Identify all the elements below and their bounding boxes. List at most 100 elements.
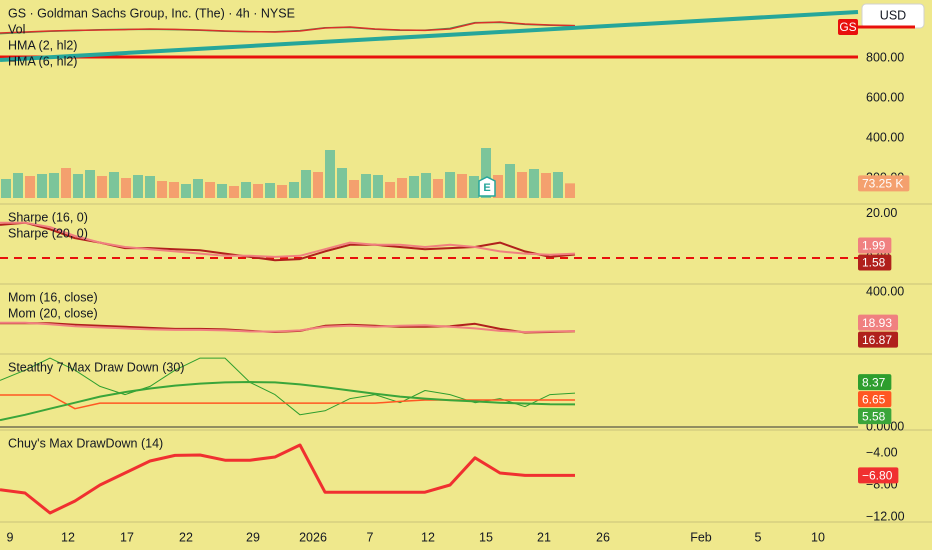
volume-bar bbox=[385, 182, 395, 198]
last-value-label: 16.87 bbox=[858, 331, 899, 348]
label-box bbox=[858, 408, 892, 425]
volume-bar bbox=[85, 170, 95, 198]
currency-button[interactable]: USD bbox=[880, 8, 906, 22]
series-line bbox=[0, 21, 576, 34]
label-box bbox=[858, 374, 892, 391]
volume-bar bbox=[541, 173, 551, 198]
volume-bar bbox=[409, 176, 419, 198]
symbol-label: GS bbox=[839, 20, 856, 34]
volume-bar bbox=[157, 181, 167, 198]
volume-bar bbox=[277, 185, 287, 198]
volume-bar bbox=[505, 164, 515, 198]
last-value-text: 6.65 bbox=[862, 392, 886, 406]
volume-bar bbox=[265, 183, 275, 198]
volume-bar bbox=[529, 169, 539, 198]
series-line bbox=[0, 381, 576, 422]
volume-bar bbox=[145, 176, 155, 198]
volume-bar bbox=[97, 176, 107, 198]
volume-bar bbox=[457, 174, 467, 198]
volume-bar bbox=[13, 173, 23, 198]
volume-bar bbox=[169, 182, 179, 198]
volume-bar bbox=[73, 174, 83, 198]
y-tick-label: 400.00 bbox=[866, 130, 904, 144]
x-tick-label: 22 bbox=[179, 530, 193, 544]
legend-entry: HMA (2, hl2) bbox=[8, 38, 77, 52]
volume-bar bbox=[313, 172, 323, 198]
volume-bar bbox=[241, 182, 251, 198]
x-tick-label: 26 bbox=[596, 530, 610, 544]
series-line bbox=[0, 221, 576, 258]
last-value-label: 6.65 bbox=[858, 391, 892, 408]
label-box bbox=[858, 467, 899, 484]
last-value-label: 5.58 bbox=[858, 408, 892, 425]
last-value-label: 73.25 K bbox=[858, 175, 910, 192]
volume-bar bbox=[121, 178, 131, 198]
x-tick-label: 12 bbox=[421, 530, 435, 544]
volume-bar bbox=[109, 172, 119, 198]
volume-bar bbox=[469, 176, 479, 198]
volume-bar bbox=[421, 173, 431, 198]
x-tick-label: 21 bbox=[537, 530, 551, 544]
legend-entry: Vol bbox=[8, 22, 25, 36]
x-tick-label: 5 bbox=[755, 530, 762, 544]
y-tick-label: 600.00 bbox=[866, 90, 904, 104]
pane-title: Chuy's Max DrawDown (14) bbox=[8, 436, 163, 450]
volume-bar bbox=[325, 150, 335, 198]
volume-bar bbox=[337, 168, 347, 198]
x-tick-label: 15 bbox=[479, 530, 493, 544]
x-tick-label: Feb bbox=[690, 530, 712, 544]
legend-entry: Mom (20, close) bbox=[8, 306, 98, 320]
volume-bar bbox=[289, 182, 299, 198]
series-line bbox=[0, 321, 576, 333]
last-value-label: 18.93 bbox=[858, 314, 899, 331]
volume-bar bbox=[565, 183, 575, 198]
series-line bbox=[0, 10, 859, 62]
y-tick-label: 800.00 bbox=[866, 50, 904, 64]
volume-bar bbox=[49, 173, 59, 198]
legend-entry: Sharpe (16, 0) bbox=[8, 210, 88, 224]
volume-bar bbox=[217, 184, 227, 198]
volume-bar bbox=[301, 170, 311, 198]
legend-entry: HMA (6, hl2) bbox=[8, 54, 77, 68]
volume-bar bbox=[445, 172, 455, 198]
volume-bar bbox=[349, 180, 359, 198]
x-tick-label: 29 bbox=[246, 530, 260, 544]
label-box bbox=[858, 331, 899, 348]
x-tick-label: 2026 bbox=[299, 530, 327, 544]
volume-bar bbox=[25, 176, 35, 198]
series-line bbox=[0, 394, 575, 410]
y-tick-label: 20.00 bbox=[866, 206, 897, 220]
last-value-text: 1.58 bbox=[862, 256, 886, 270]
label-box bbox=[858, 237, 892, 254]
legend-entry: Sharpe (20, 0) bbox=[8, 226, 88, 240]
pane-title: GS · Goldman Sachs Group, Inc. (The) · 4… bbox=[8, 6, 295, 20]
y-tick-label: −4.00 bbox=[866, 445, 898, 459]
last-value-text: 73.25 K bbox=[862, 177, 903, 191]
label-box bbox=[858, 391, 892, 408]
volume-bar bbox=[373, 175, 383, 198]
x-tick-label: 9 bbox=[7, 530, 14, 544]
label-box bbox=[858, 254, 892, 271]
y-tick-label: −12.00 bbox=[866, 509, 905, 523]
volume-bar bbox=[229, 186, 239, 198]
volume-bar bbox=[397, 178, 407, 198]
last-value-label: 8.37 bbox=[858, 374, 892, 391]
volume-bar bbox=[493, 175, 503, 198]
last-value-text: 5.58 bbox=[862, 409, 886, 423]
x-tick-label: 10 bbox=[811, 530, 825, 544]
x-tick-label: 7 bbox=[367, 530, 374, 544]
last-value-text: 16.87 bbox=[862, 333, 892, 347]
last-value-text: 18.93 bbox=[862, 316, 892, 330]
x-tick-label: 17 bbox=[120, 530, 134, 544]
volume-bar bbox=[37, 174, 47, 198]
x-tick-label: 12 bbox=[61, 530, 75, 544]
earnings-marker bbox=[478, 176, 496, 197]
pane-title: Stealthy 7 Max Draw Down (30) bbox=[8, 360, 184, 374]
last-value-label: 1.99 bbox=[858, 237, 892, 254]
label-box bbox=[858, 314, 899, 331]
volume-bar bbox=[193, 179, 203, 198]
volume-bar bbox=[133, 175, 143, 198]
volume-bar bbox=[61, 168, 71, 198]
